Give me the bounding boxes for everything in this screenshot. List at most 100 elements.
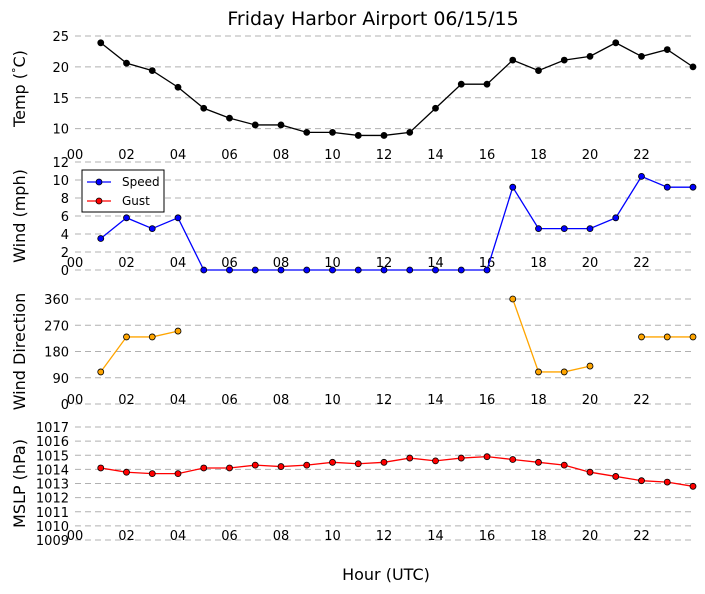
data-point bbox=[586, 468, 594, 476]
data-point bbox=[329, 128, 336, 136]
x-tick-label: 06 bbox=[221, 529, 238, 544]
y-tick-label: 10 bbox=[52, 174, 69, 189]
data-point bbox=[354, 132, 362, 139]
x-tick-label: 02 bbox=[118, 256, 135, 271]
series-3 bbox=[97, 295, 697, 376]
y-tick-label: 1010 bbox=[36, 520, 69, 535]
x-tick-label: 00 bbox=[67, 393, 84, 408]
data-point bbox=[689, 482, 697, 490]
data-point bbox=[226, 114, 233, 122]
y-axis-label: Wind (mph) bbox=[10, 169, 29, 263]
series-4 bbox=[97, 453, 697, 490]
data-point bbox=[509, 183, 517, 191]
y-tick-label: 12 bbox=[52, 156, 69, 171]
series-line bbox=[100, 456, 694, 487]
data-point bbox=[457, 454, 465, 462]
y-tick-label: 0 bbox=[61, 398, 69, 413]
data-point bbox=[200, 266, 208, 274]
data-point bbox=[123, 214, 130, 222]
y-tick-label: 25 bbox=[52, 30, 69, 45]
data-point bbox=[406, 454, 414, 462]
data-point bbox=[406, 266, 414, 274]
series-line bbox=[512, 298, 591, 373]
data-point bbox=[277, 121, 285, 129]
data-point bbox=[354, 460, 362, 468]
panel-3: 0 90 180 270 360 00 02 04 06 08 10 12 14 16 18 20 22 Wind… bbox=[10, 293, 697, 413]
data-point bbox=[148, 225, 156, 233]
x-tick-label: 06 bbox=[221, 148, 238, 163]
data-point bbox=[560, 368, 568, 376]
x-tick-label: 14 bbox=[427, 529, 444, 544]
data-point bbox=[174, 470, 182, 478]
data-point bbox=[638, 477, 645, 485]
x-tick-label: 12 bbox=[376, 393, 393, 408]
data-point bbox=[406, 128, 414, 136]
x-tick-label: 22 bbox=[633, 529, 650, 544]
y-tick-label: 1015 bbox=[36, 449, 69, 464]
x-tick-label: 20 bbox=[582, 393, 599, 408]
legend-label: Gust bbox=[122, 194, 150, 208]
data-point bbox=[663, 183, 671, 191]
series-line bbox=[100, 330, 179, 373]
y-tick-label: 4 bbox=[61, 228, 69, 243]
data-point bbox=[97, 39, 105, 47]
y-tick-label: 1014 bbox=[36, 463, 69, 478]
x-tick-label: 22 bbox=[633, 148, 650, 163]
data-point bbox=[509, 456, 517, 463]
x-tick-label: 10 bbox=[324, 148, 341, 163]
x-tick-label: 04 bbox=[170, 148, 187, 163]
legend: Speed Gust bbox=[81, 169, 165, 213]
data-point bbox=[535, 225, 542, 233]
x-tick-label: 04 bbox=[170, 256, 187, 271]
y-axis-label: Temp (°C) bbox=[10, 50, 29, 128]
legend-marker bbox=[95, 197, 103, 205]
data-point bbox=[303, 461, 311, 469]
y-tick-label: 1009 bbox=[36, 534, 69, 549]
data-point bbox=[97, 368, 105, 376]
x-tick-label: 18 bbox=[530, 393, 547, 408]
x-tick-label: 12 bbox=[376, 256, 393, 271]
data-point bbox=[329, 458, 336, 466]
x-tick-label: 06 bbox=[221, 393, 238, 408]
x-tick-label: 16 bbox=[479, 529, 496, 544]
data-point bbox=[457, 80, 465, 88]
x-tick-label: 08 bbox=[273, 529, 290, 544]
y-tick-label: 15 bbox=[52, 92, 69, 107]
data-point bbox=[354, 266, 362, 274]
x-tick-label: 20 bbox=[582, 529, 599, 544]
x-tick-label: 04 bbox=[170, 529, 187, 544]
data-point bbox=[638, 52, 645, 60]
data-point bbox=[612, 473, 620, 480]
legend-marker bbox=[95, 178, 103, 186]
y-tick-label: 1011 bbox=[36, 506, 69, 521]
x-tick-label: 18 bbox=[530, 256, 547, 271]
data-point bbox=[689, 183, 697, 191]
data-point bbox=[432, 266, 439, 274]
data-point bbox=[303, 266, 311, 274]
y-tick-label: 360 bbox=[44, 293, 69, 308]
data-point bbox=[560, 225, 568, 233]
data-point bbox=[123, 468, 130, 476]
x-tick-label: 08 bbox=[273, 256, 290, 271]
x-tick-label: 04 bbox=[170, 393, 187, 408]
data-point bbox=[200, 104, 208, 112]
x-tick-label: 06 bbox=[221, 256, 238, 271]
x-tick-label: 10 bbox=[324, 393, 341, 408]
series-speed bbox=[97, 172, 697, 274]
x-tick-label: 14 bbox=[427, 256, 444, 271]
data-point bbox=[174, 83, 182, 91]
data-point bbox=[251, 461, 259, 469]
y-tick-label: 8 bbox=[61, 192, 69, 207]
data-point bbox=[303, 128, 311, 136]
data-point bbox=[586, 52, 594, 60]
series-line bbox=[100, 42, 694, 137]
data-point bbox=[148, 333, 156, 341]
x-axis-label: Hour (UTC) bbox=[342, 565, 430, 584]
x-tick-label: 16 bbox=[479, 256, 496, 271]
data-point bbox=[432, 104, 439, 112]
y-tick-label: 1017 bbox=[36, 421, 69, 436]
legend-label: Speed bbox=[122, 175, 160, 189]
y-tick-label: 6 bbox=[61, 210, 69, 225]
data-point bbox=[226, 464, 233, 472]
